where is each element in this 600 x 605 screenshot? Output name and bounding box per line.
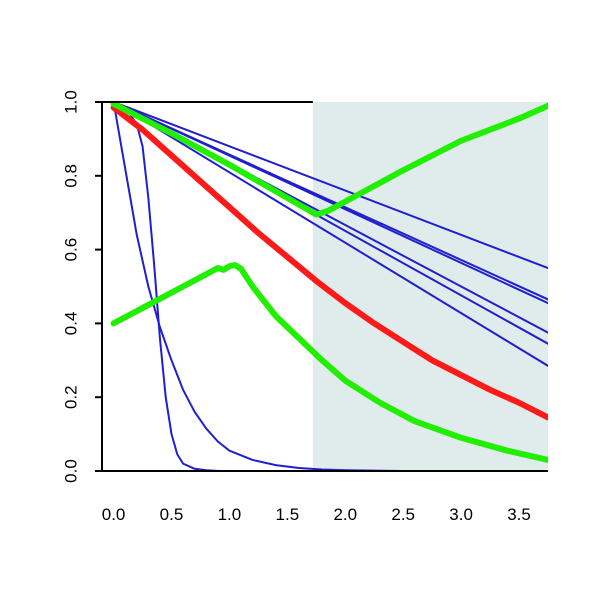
y-tick-label: 1.0	[61, 90, 80, 114]
x-tick-label: 0.5	[160, 505, 184, 524]
x-tick-label: 3.0	[449, 505, 473, 524]
series-layer	[110, 100, 548, 472]
blue-series-line-8	[112, 101, 548, 367]
green-series-line-10	[110, 262, 548, 463]
x-tick-label: 2.0	[333, 505, 357, 524]
x-tick-label: 1.5	[276, 505, 300, 524]
y-tick-label: 0.4	[61, 312, 80, 336]
x-axis-ticks: 0.0 0.5 1.0 1.5 2.0 2.5 3.0 3.5	[102, 505, 531, 524]
x-tick-label: 2.5	[391, 505, 415, 524]
y-tick-label: 0.2	[61, 385, 80, 409]
y-tick-label: 0.0	[61, 459, 80, 483]
shaded-region-layer	[312, 102, 548, 471]
x-tick-label: 3.5	[507, 505, 531, 524]
x-tick-label: 0.0	[102, 505, 126, 524]
axes-layer	[101, 101, 548, 472]
red-series-line-9	[110, 104, 548, 421]
y-tick-label: 0.6	[61, 238, 80, 262]
x-tick-label: 1.0	[218, 505, 242, 524]
y-axis-ticks: 0.0 0.2 0.4 0.6 0.8 1.0	[61, 90, 102, 483]
y-tick-label: 0.8	[61, 164, 80, 188]
blue-series-line-2	[112, 101, 548, 472]
blue-series-line-5	[112, 101, 548, 305]
green-series-line-11	[110, 100, 548, 218]
shaded-region	[312, 102, 548, 471]
blue-series-line-3	[112, 101, 548, 270]
